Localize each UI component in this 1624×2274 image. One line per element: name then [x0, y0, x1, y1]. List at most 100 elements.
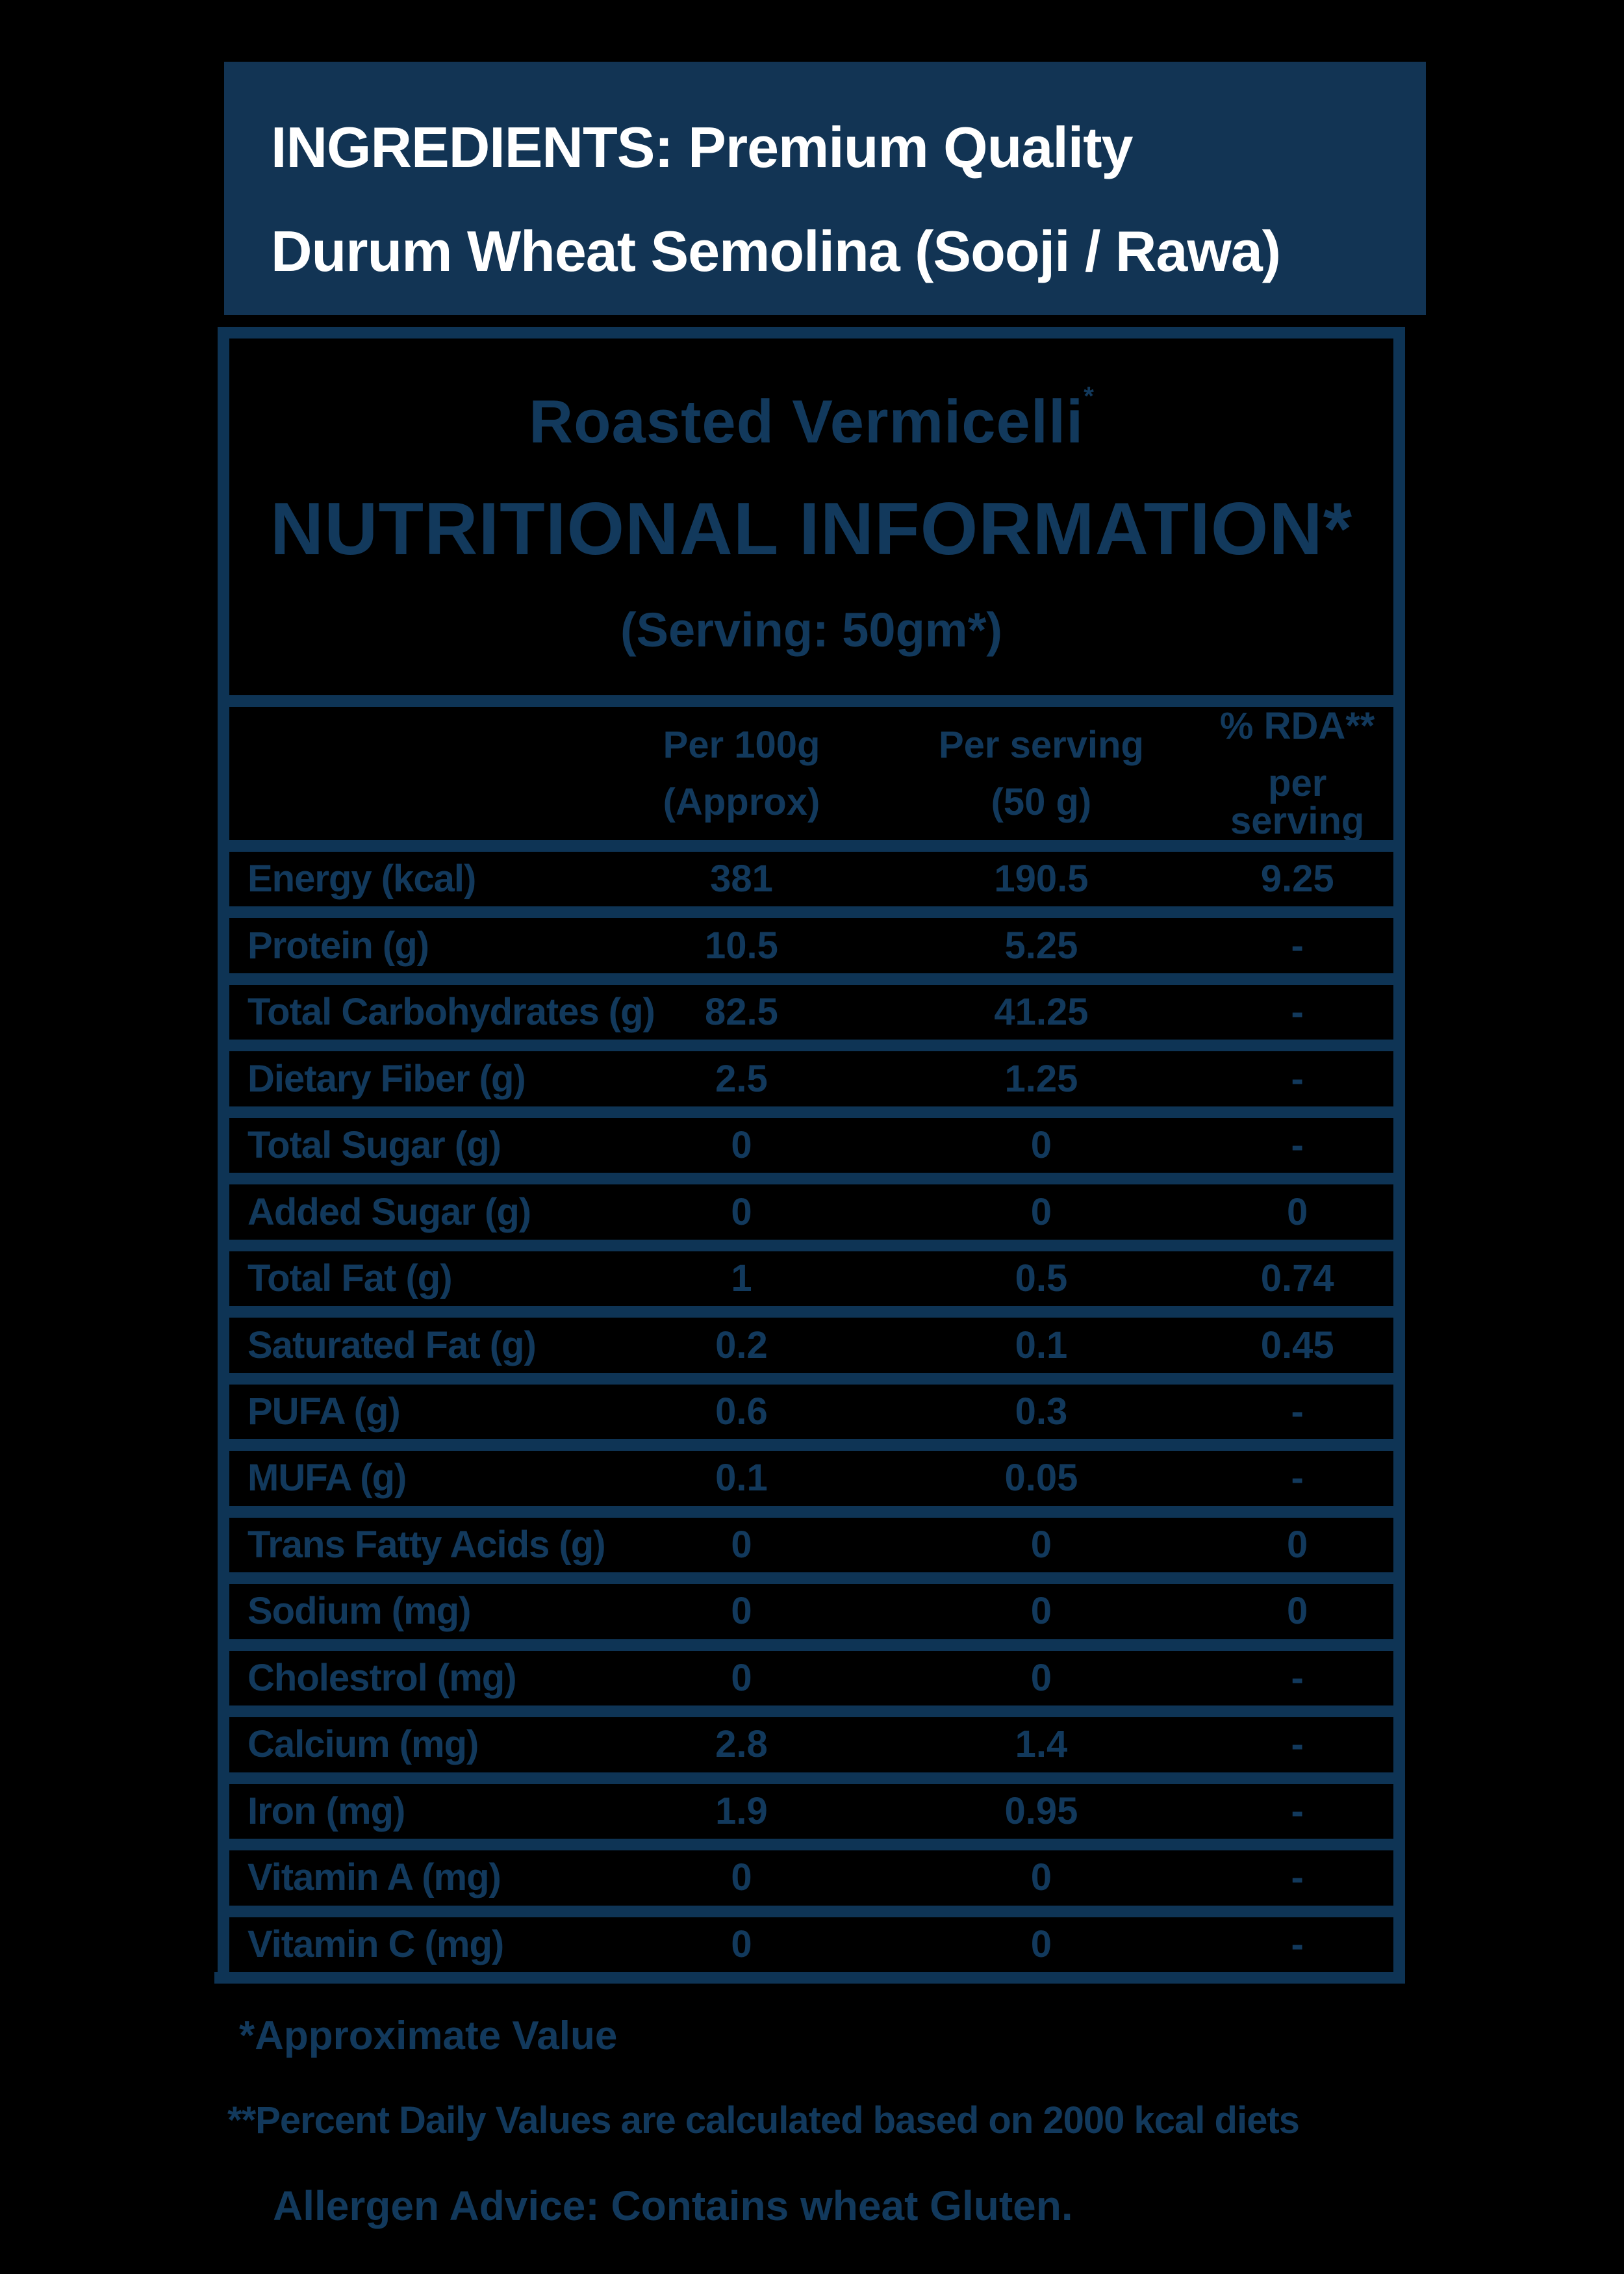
- table-row: Protein (g) 10.5 5.25 -: [229, 906, 1393, 973]
- per-100g-value: 1: [731, 1257, 752, 1300]
- per-serving-value: 0: [1030, 1856, 1052, 1899]
- header-rda-line2: per serving: [1230, 761, 1365, 842]
- rda-value: -: [1291, 1923, 1304, 1965]
- per-100g-value: 10.5: [705, 924, 778, 967]
- rda-value: -: [1291, 924, 1304, 967]
- footnote-percent-daily-values: **Percent Daily Values are calculated ba…: [227, 2099, 1300, 2141]
- per-serving-value: 0.1: [1015, 1323, 1068, 1366]
- per-serving-value: 0.05: [1004, 1457, 1078, 1500]
- per-serving-value: 0: [1030, 1590, 1052, 1633]
- table-row: Sodium (mg) 0 0 0: [229, 1572, 1393, 1639]
- per-100g-value: 0.2: [715, 1323, 768, 1366]
- header-per-serving-line1: Per serving: [938, 723, 1144, 766]
- nutritional-information-heading: NUTRITIONAL INFORMATION*: [270, 488, 1353, 570]
- nutrient-label: Iron (mg): [247, 1789, 405, 1832]
- nutrient-label: Vitamin A (mg): [247, 1856, 501, 1899]
- rda-value: 0: [1287, 1590, 1308, 1633]
- table-row: Energy (kcal) 381 190.5 9.25: [229, 852, 1393, 906]
- header-per-100g: Per 100g (Approx): [602, 726, 881, 821]
- per-serving-value: 0: [1030, 1523, 1052, 1566]
- allergen-advice: Allergen Advice: Contains wheat Gluten.: [273, 2182, 1073, 2229]
- ingredients-line-1: INGREDIENTS: Premium Quality: [271, 115, 1133, 179]
- rda-value: -: [1291, 1789, 1304, 1832]
- product-title-mark: *: [1084, 382, 1094, 411]
- nutrient-label: PUFA (g): [247, 1390, 401, 1433]
- table-row: Vitamin C (mg) 0 0 -: [229, 1905, 1393, 1972]
- divider-header-body: [229, 840, 1393, 852]
- per-100g-value: 1.9: [715, 1789, 768, 1832]
- rda-value: 0.74: [1260, 1257, 1334, 1300]
- per-serving-value: 0: [1030, 1124, 1052, 1167]
- product-title-text: Roasted Vermicelli: [529, 387, 1084, 455]
- per-serving-value: 1.25: [1004, 1057, 1078, 1100]
- table-row: Iron (mg) 1.9 0.95 -: [229, 1772, 1393, 1839]
- rda-value: 0.45: [1260, 1323, 1334, 1366]
- per-100g-value: 2.5: [715, 1057, 768, 1100]
- serving-size-text: (Serving: 50gm*): [620, 603, 1003, 657]
- per-serving-value: 0.3: [1015, 1390, 1068, 1433]
- nutrient-label: Sodium (mg): [247, 1590, 471, 1633]
- table-row: PUFA (g) 0.6 0.3 -: [229, 1372, 1393, 1439]
- nutrient-label: Protein (g): [247, 924, 429, 967]
- table-row: Vitamin A (mg) 0 0 -: [229, 1839, 1393, 1905]
- table-row: MUFA (g) 0.1 0.05 -: [229, 1439, 1393, 1505]
- per-serving-value: 5.25: [1004, 924, 1078, 967]
- header-per-serving-line2: (50 g): [991, 780, 1092, 823]
- table-row: Added Sugar (g) 0 0 0: [229, 1173, 1393, 1239]
- header-per-100g-line2: (Approx): [663, 780, 820, 823]
- table-row: Total Carbohydrates (g) 82.5 41.25 -: [229, 973, 1393, 1040]
- per-serving-value: 190.5: [994, 858, 1089, 901]
- ingredients-banner: INGREDIENTS: Premium Quality Durum Wheat…: [224, 62, 1426, 315]
- footnote-approximate-value: *Approximate Value: [239, 2013, 618, 2058]
- rda-value: -: [1291, 1856, 1304, 1899]
- table-row: Dietary Fiber (g) 2.5 1.25 -: [229, 1040, 1393, 1106]
- per-serving-value: 0.95: [1004, 1789, 1078, 1832]
- nutrient-label: Cholestrol (mg): [247, 1656, 517, 1699]
- table-row: Calcium (mg) 2.8 1.4 -: [229, 1706, 1393, 1772]
- nutrient-label: MUFA (g): [247, 1457, 407, 1500]
- table-bottom-bar: [214, 1972, 1405, 1984]
- nutrient-label: Added Sugar (g): [247, 1190, 531, 1233]
- per-serving-value: 0: [1030, 1923, 1052, 1965]
- nutrient-label: Dietary Fiber (g): [247, 1057, 526, 1100]
- nutrient-label: Calcium (mg): [247, 1723, 479, 1766]
- nutrient-label: Vitamin C (mg): [247, 1923, 504, 1965]
- per-serving-value: 0: [1030, 1656, 1052, 1699]
- table-row: Total Fat (g) 1 0.5 0.74: [229, 1239, 1393, 1306]
- nutrition-rows: Energy (kcal) 381 190.5 9.25 Protein (g)…: [229, 852, 1393, 1972]
- header-per-100g-line1: Per 100g: [663, 723, 820, 766]
- rda-value: 9.25: [1260, 858, 1334, 901]
- rda-value: -: [1291, 991, 1304, 1034]
- per-100g-value: 0.1: [715, 1457, 768, 1500]
- per-serving-value: 1.4: [1015, 1723, 1068, 1766]
- nutrient-label: Energy (kcal): [247, 858, 476, 901]
- per-100g-value: 0: [731, 1856, 752, 1899]
- per-100g-value: 2.8: [715, 1723, 768, 1766]
- rda-value: -: [1291, 1390, 1304, 1433]
- per-100g-value: 0: [731, 1923, 752, 1965]
- rda-value: -: [1291, 1656, 1304, 1699]
- nutrient-label: Trans Fatty Acids (g): [247, 1523, 606, 1566]
- per-100g-value: 0: [731, 1590, 752, 1633]
- rda-value: -: [1291, 1457, 1304, 1500]
- header-rda-line1: % RDA**: [1219, 704, 1375, 747]
- per-serving-value: 0.5: [1015, 1257, 1068, 1300]
- header-per-serving: Per serving (50 g): [882, 726, 1202, 821]
- nutrient-label: Total Sugar (g): [247, 1124, 501, 1167]
- header-rda: % RDA** per serving: [1201, 704, 1393, 842]
- per-100g-value: 381: [710, 858, 773, 901]
- per-100g-value: 82.5: [705, 991, 778, 1034]
- nutrition-table: Roasted Vermicelli* NUTRITIONAL INFORMAT…: [218, 327, 1405, 1972]
- per-serving-value: 41.25: [994, 991, 1089, 1034]
- divider-title-header: [229, 695, 1393, 707]
- table-header-row: Per 100g (Approx) Per serving (50 g) % R…: [229, 707, 1393, 840]
- per-100g-value: 0: [731, 1523, 752, 1566]
- table-row: Total Sugar (g) 0 0 -: [229, 1106, 1393, 1173]
- rda-value: -: [1291, 1124, 1304, 1167]
- ingredients-line-2: Durum Wheat Semolina (Sooji / Rawa): [271, 219, 1281, 283]
- rda-value: 0: [1287, 1190, 1308, 1233]
- per-100g-value: 0: [731, 1124, 752, 1167]
- table-row: Cholestrol (mg) 0 0 -: [229, 1639, 1393, 1706]
- nutrient-label: Saturated Fat (g): [247, 1323, 537, 1366]
